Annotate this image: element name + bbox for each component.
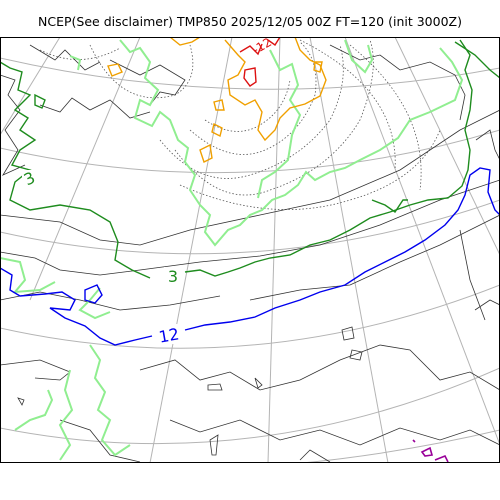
- dotted-contours: [40, 40, 440, 210]
- coastlines: [0, 45, 500, 462]
- graticule: [0, 37, 500, 463]
- longitude-line: [0, 37, 60, 135]
- light-green-contours: [0, 40, 462, 460]
- contour-label-blue: 12: [157, 324, 180, 346]
- latitude-line: [0, 58, 500, 89]
- latitude-line: [0, 130, 500, 173]
- latitude-line: [0, 285, 500, 348]
- contour-label-green-lower: 3: [168, 267, 178, 286]
- green-contours: [0, 40, 500, 278]
- map-title: NCEP(See disclaimer) TMP850 2025/12/05 0…: [0, 14, 500, 29]
- map-panel: 3 3 12 -12: [0, 37, 500, 463]
- latitude-line: [0, 368, 500, 444]
- purple-contours: [413, 440, 448, 462]
- contour-label-red: -12: [250, 37, 274, 57]
- map-border: [1, 38, 500, 463]
- map-canvas: 3 3 12 -12: [0, 37, 500, 463]
